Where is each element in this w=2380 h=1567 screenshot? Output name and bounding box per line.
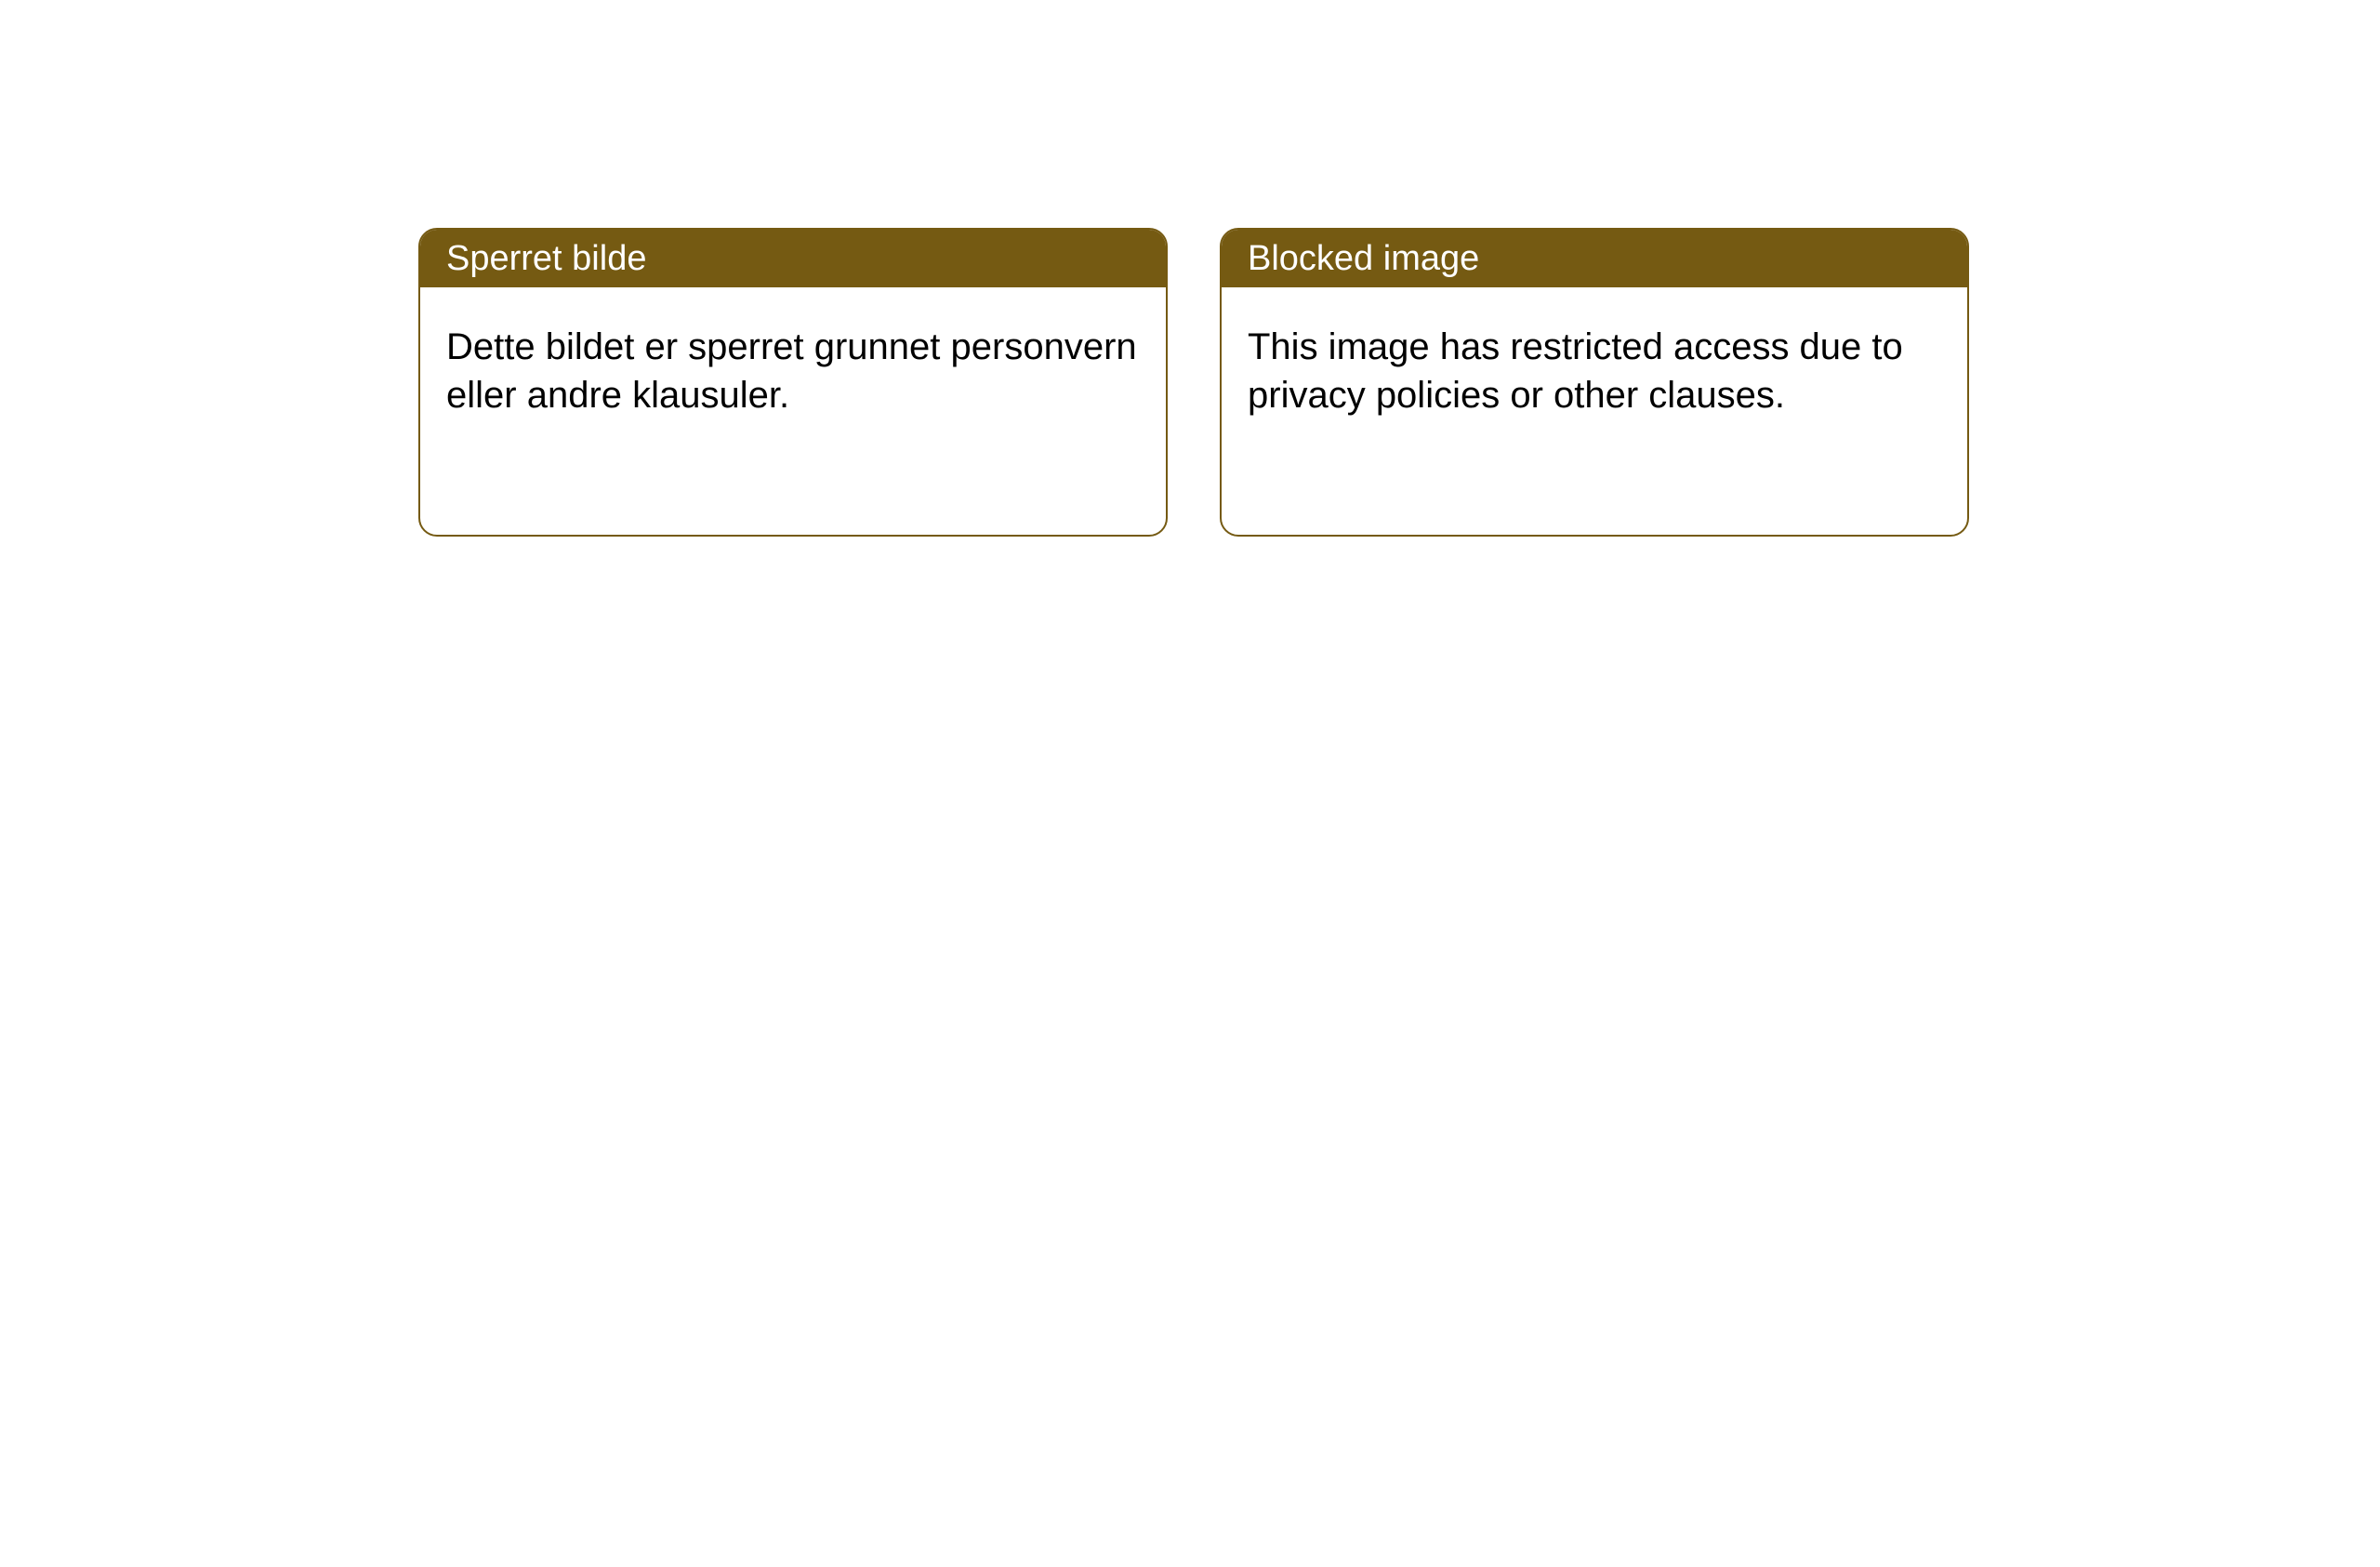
card-title: Blocked image xyxy=(1248,239,1479,279)
notice-container: Sperret bilde Dette bildet er sperret gr… xyxy=(418,228,2380,537)
card-body: Dette bildet er sperret grunnet personve… xyxy=(420,287,1166,455)
notice-card-norwegian: Sperret bilde Dette bildet er sperret gr… xyxy=(418,228,1168,537)
card-header: Sperret bilde xyxy=(420,230,1166,287)
card-title: Sperret bilde xyxy=(446,239,646,279)
notice-card-english: Blocked image This image has restricted … xyxy=(1220,228,1969,537)
card-message: Dette bildet er sperret grunnet personve… xyxy=(446,326,1137,416)
card-message: This image has restricted access due to … xyxy=(1248,326,1903,416)
card-body: This image has restricted access due to … xyxy=(1222,287,1967,455)
card-header: Blocked image xyxy=(1222,230,1967,287)
